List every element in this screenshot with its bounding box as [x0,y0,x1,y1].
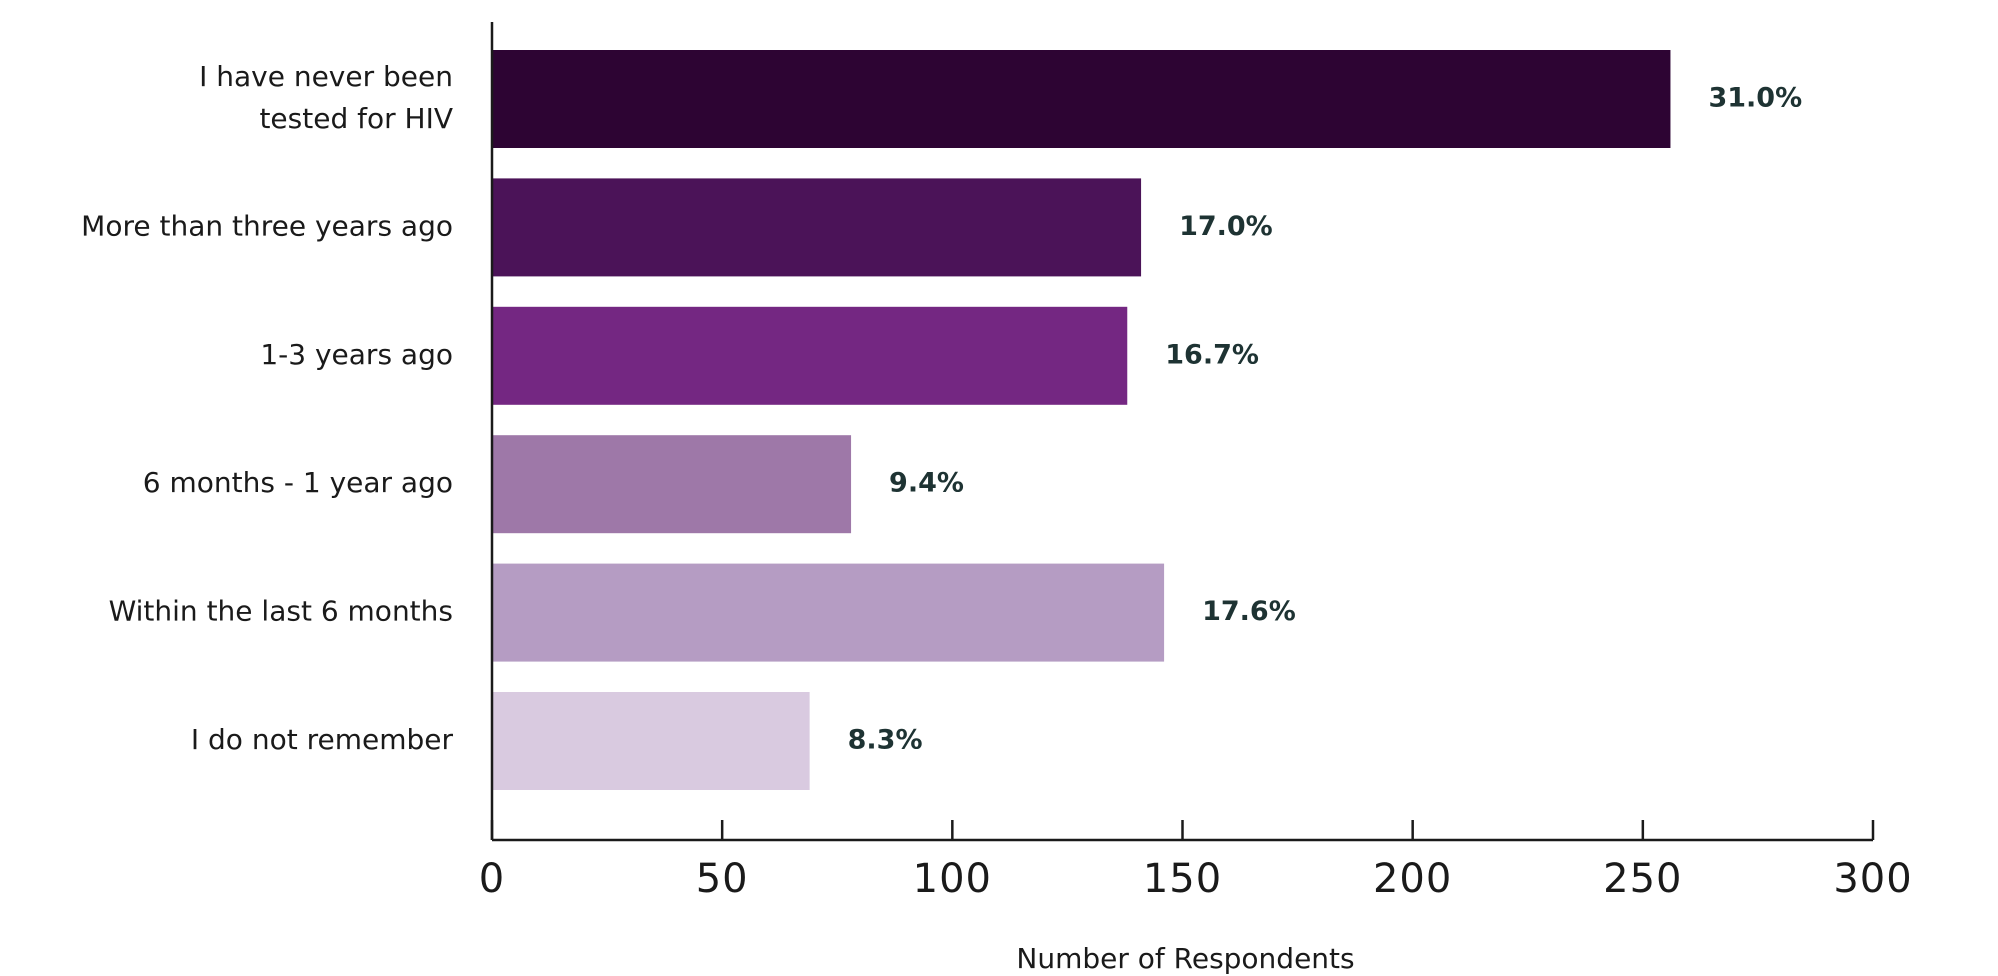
category-label-5: I do not remember [191,723,454,756]
category-label-0-line-0: I have never been [199,60,453,93]
data-label-0: 31.0% [1708,83,1802,114]
data-label-2: 16.7% [1165,339,1259,370]
bar-3 [492,435,852,534]
labels-layer: 31.0% I have never been tested for HIV 17.0… [81,60,1802,756]
bars-layer [492,50,1671,790]
ticks-layer: 0 50 100 150 200 250 300 [479,820,1912,902]
x-axis-title: Number of Respondents [1016,942,1354,975]
category-label-4-line-0: Within the last 6 months [109,595,453,628]
category-label-1: More than three years ago [81,209,453,242]
data-label-4: 17.6% [1202,596,1296,627]
data-label-1: 17.0% [1179,211,1273,242]
category-label-0: I have never been tested for HIV [199,60,453,135]
category-label-5-line-0: I do not remember [191,723,454,756]
category-label-1-line-0: More than three years ago [81,209,453,242]
category-label-2: 1-3 years ago [260,338,453,371]
bar-4 [492,563,1165,662]
category-label-0-line-1: tested for HIV [259,102,453,135]
bar-1 [492,178,1142,277]
data-label-3: 9.4% [889,468,964,499]
x-tick-label-0: 0 [479,856,505,902]
x-tick-label-3: 150 [1143,856,1222,902]
bar-5 [492,692,810,790]
category-label-3-line-0: 6 months - 1 year ago [143,466,453,499]
x-tick-label-6: 300 [1833,856,1912,902]
x-tick-label-2: 100 [913,856,992,902]
x-tick-label-5: 250 [1603,856,1682,902]
data-label-5: 8.3% [848,725,923,756]
bar-0 [492,50,1671,148]
category-label-4: Within the last 6 months [109,595,453,628]
x-tick-label-1: 50 [696,856,749,902]
x-tick-label-4: 200 [1373,856,1452,902]
category-label-3: 6 months - 1 year ago [143,466,453,499]
category-label-2-line-0: 1-3 years ago [260,338,453,371]
bar-2 [492,306,1128,405]
